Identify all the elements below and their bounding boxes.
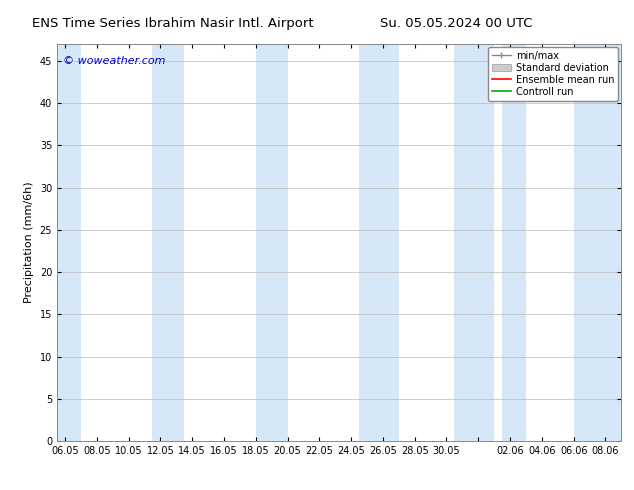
Y-axis label: Precipitation (mm/6h): Precipitation (mm/6h)	[24, 182, 34, 303]
Bar	[502, 44, 526, 441]
Bar	[574, 44, 621, 441]
Text: Su. 05.05.2024 00 UTC: Su. 05.05.2024 00 UTC	[380, 17, 533, 30]
Bar	[256, 44, 288, 441]
Legend: min/max, Standard deviation, Ensemble mean run, Controll run: min/max, Standard deviation, Ensemble me…	[488, 47, 618, 100]
Bar	[57, 44, 81, 441]
Bar	[359, 44, 399, 441]
Text: © woweather.com: © woweather.com	[63, 56, 165, 66]
Bar	[152, 44, 184, 441]
Bar	[455, 44, 494, 441]
Text: ENS Time Series Ibrahim Nasir Intl. Airport: ENS Time Series Ibrahim Nasir Intl. Airp…	[32, 17, 313, 30]
